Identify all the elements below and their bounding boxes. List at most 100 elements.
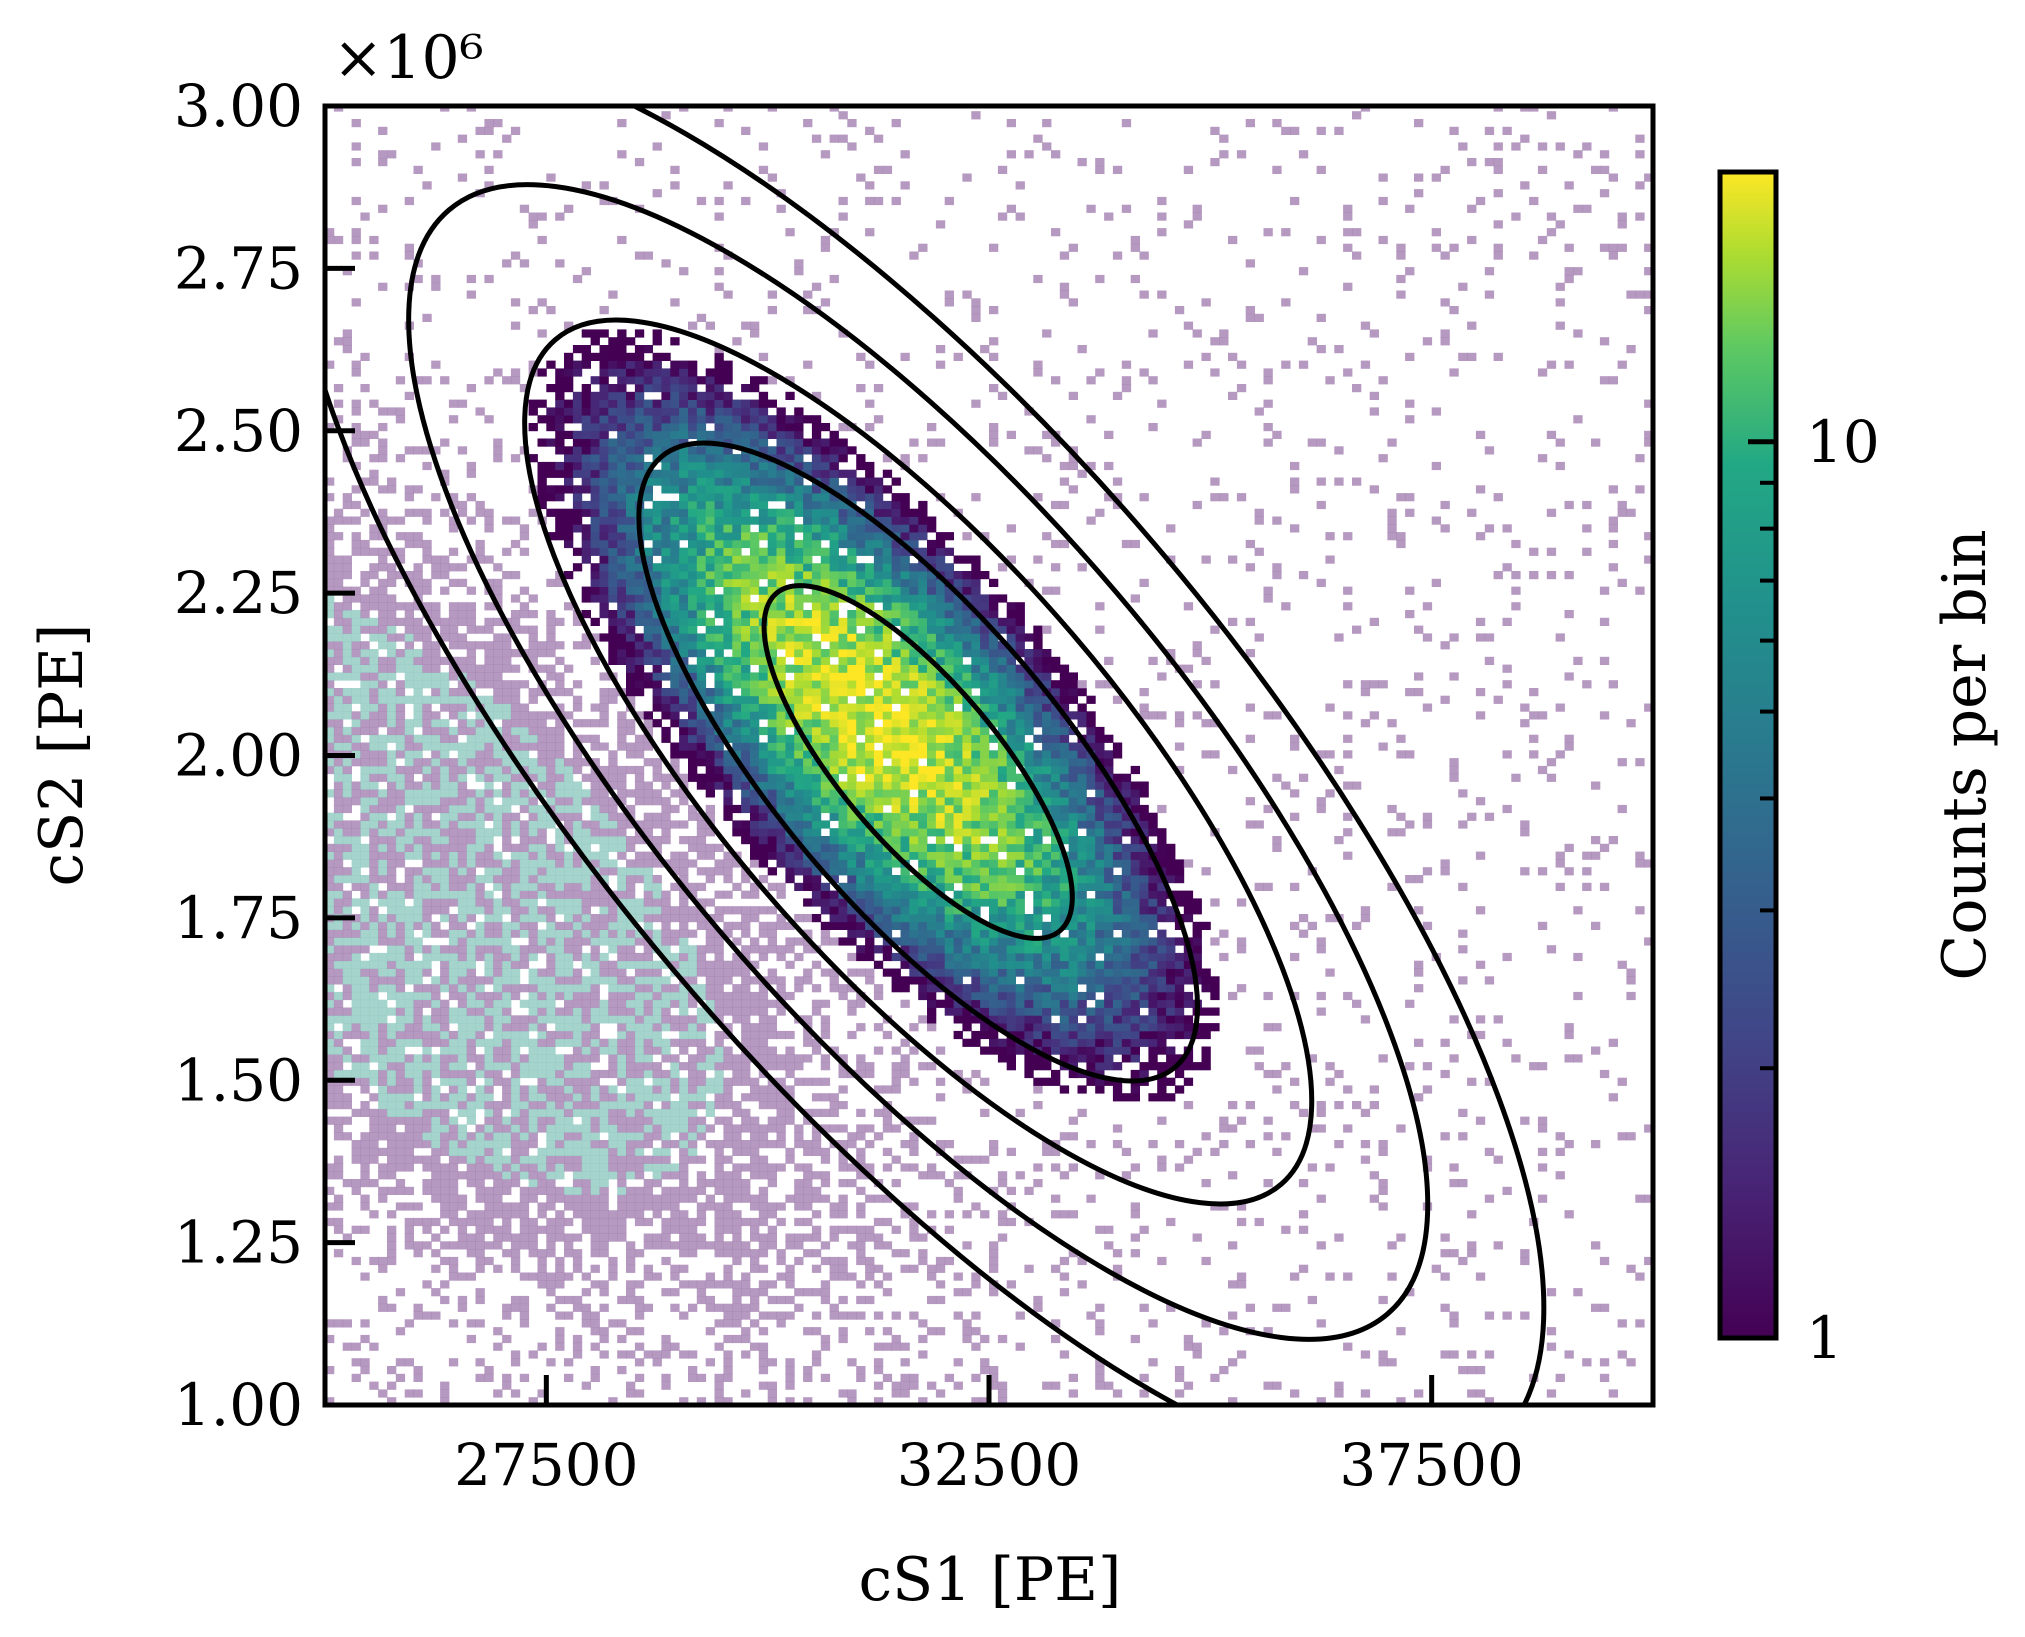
- heatmap-bin: [342, 695, 352, 704]
- heatmap-bin: [493, 765, 503, 775]
- heatmap-bin: [608, 1093, 618, 1102]
- heatmap-bin: [342, 1023, 352, 1032]
- heatmap-bin: [572, 508, 583, 517]
- heatmap-bin: [413, 1062, 423, 1071]
- heatmap-bin: [696, 196, 707, 206]
- heatmap-bin: [634, 430, 645, 439]
- heatmap-bin: [457, 711, 468, 720]
- heatmap-bin: [395, 797, 406, 806]
- heatmap-bin: [608, 500, 618, 510]
- heatmap-bin: [679, 649, 689, 658]
- heatmap-bin: [679, 469, 689, 478]
- heatmap-bin: [484, 1217, 494, 1227]
- heatmap-bin: [696, 991, 707, 1001]
- heatmap-bin: [617, 360, 627, 369]
- heatmap-bin: [652, 703, 662, 712]
- heatmap-bin: [723, 532, 733, 541]
- heatmap-bin: [741, 750, 751, 759]
- heatmap-bin: [750, 1202, 760, 1211]
- heatmap-bin: [758, 836, 769, 845]
- heatmap-bin: [546, 1015, 556, 1024]
- heatmap-bin: [608, 804, 618, 814]
- heatmap-bin: [679, 407, 689, 416]
- heatmap-bin: [626, 454, 636, 463]
- heatmap-bin: [555, 438, 565, 447]
- heatmap-bin: [431, 773, 441, 782]
- heatmap-bin: [510, 695, 521, 704]
- heatmap-bin: [608, 1264, 618, 1273]
- heatmap-bin: [714, 625, 724, 634]
- heatmap-bin: [564, 204, 574, 213]
- heatmap-bin: [537, 812, 547, 821]
- heatmap-bin: [555, 1007, 565, 1016]
- heatmap-bin: [661, 1194, 671, 1203]
- heatmap-bin: [688, 384, 698, 393]
- heatmap-bin: [333, 1249, 344, 1258]
- heatmap-bin: [634, 649, 645, 658]
- heatmap-bin: [670, 407, 680, 416]
- heatmap-bin: [431, 921, 441, 930]
- heatmap-bin: [581, 937, 591, 946]
- heatmap-bin: [395, 921, 406, 930]
- heatmap-bin: [696, 555, 707, 564]
- heatmap-bin: [422, 898, 432, 907]
- heatmap-bin: [484, 914, 494, 923]
- heatmap-bin: [342, 945, 352, 954]
- heatmap-bin: [484, 1194, 494, 1203]
- heatmap-bin: [528, 399, 538, 408]
- heatmap-bin: [387, 968, 397, 977]
- heatmap-bin: [564, 1163, 574, 1172]
- heatmap-bin: [617, 235, 627, 245]
- heatmap-bin: [431, 1054, 441, 1063]
- heatmap-bin: [785, 1397, 795, 1405]
- heatmap-bin: [493, 649, 503, 658]
- heatmap-bin: [395, 750, 406, 759]
- heatmap-bin: [652, 625, 662, 634]
- heatmap-bin: [360, 625, 370, 634]
- heatmap-bin: [510, 1389, 521, 1398]
- heatmap-bin: [537, 726, 547, 736]
- heatmap-bin: [696, 1124, 707, 1133]
- heatmap-bin: [466, 867, 476, 876]
- heatmap-bin: [608, 1069, 618, 1079]
- heatmap-bin: [422, 1054, 432, 1063]
- heatmap-bin: [661, 906, 671, 915]
- heatmap-bin: [617, 1046, 627, 1055]
- heatmap-bin: [696, 1397, 707, 1405]
- heatmap-bin: [599, 1015, 609, 1024]
- heatmap-bin: [422, 765, 432, 775]
- heatmap-bin: [360, 571, 370, 580]
- heatmap-bin: [475, 407, 485, 416]
- heatmap-bin: [387, 921, 397, 930]
- heatmap-bin: [785, 797, 795, 806]
- heatmap-bin: [387, 976, 397, 985]
- heatmap-bin: [688, 516, 698, 525]
- heatmap-bin: [652, 1272, 662, 1281]
- heatmap-bin: [440, 1069, 450, 1079]
- heatmap-bin: [546, 945, 556, 954]
- heatmap-bin: [395, 820, 406, 829]
- heatmap-bin: [502, 1163, 512, 1172]
- heatmap-bin: [404, 243, 414, 252]
- heatmap-bin: [590, 734, 600, 743]
- heatmap-bin: [785, 477, 795, 486]
- heatmap-bin: [510, 1163, 521, 1172]
- heatmap-bin: [484, 649, 494, 658]
- heatmap-bin: [705, 617, 715, 626]
- heatmap-bin: [705, 1241, 715, 1250]
- heatmap-bin: [333, 906, 344, 915]
- heatmap-bin: [750, 1046, 760, 1055]
- heatmap-bin: [794, 1303, 804, 1312]
- heatmap-bin: [510, 859, 521, 868]
- heatmap-bin: [758, 649, 769, 658]
- heatmap-bin: [581, 438, 591, 447]
- heatmap-bin: [572, 547, 583, 556]
- heatmap-bin: [776, 430, 786, 439]
- heatmap-bin: [670, 454, 680, 463]
- heatmap-bin: [723, 516, 733, 525]
- heatmap-bin: [688, 1186, 698, 1195]
- heatmap-bin: [448, 493, 459, 502]
- heatmap-bin: [634, 1342, 645, 1351]
- heatmap-bin: [325, 532, 335, 541]
